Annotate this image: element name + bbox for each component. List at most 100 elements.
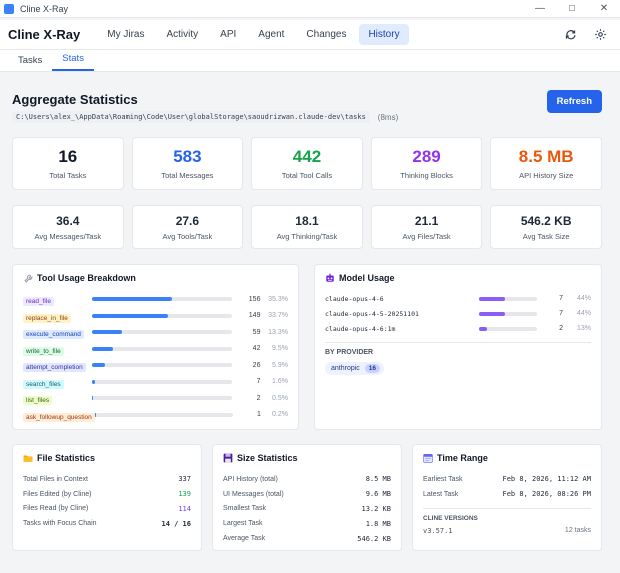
stat-row-item: Total Files in Context 337 [23,472,191,487]
tool-count: 149 [248,312,261,320]
stat-row-value: Feb 8, 2026, 11:12 AM [502,475,591,484]
model-usage-panel: Model Usage claude-opus-4-6 7 44% claude-op… [314,264,602,430]
stat-row-item: Largest Task 1.8 MB [223,516,391,531]
usage-bar [91,379,233,384]
model-pct: 44% [576,295,591,302]
stat-value: 18.1 [295,213,319,228]
stat-label: Avg Task Size [522,231,570,241]
usage-bar-fill [91,313,169,318]
tab-tasks[interactable]: Tasks [18,55,43,66]
usage-bar [91,396,233,401]
stat-row-label: Smallest Task [223,505,267,513]
window-titlebar: Cline X-Ray — □ ✕ [0,0,620,18]
model-row: claude-opus-4-5-20251101 7 44% [325,306,591,321]
tool-row: read_file 156 35.3% [23,291,288,308]
nav-item-my-jiras[interactable]: My Jiras [107,29,145,40]
tool-tag-cell: replace_in_file [23,309,92,323]
model-bar [479,296,537,301]
refresh-icon[interactable] [558,23,582,47]
tool-tag-cell: search_files [23,375,92,389]
stat-row-value: 8.5 MB [365,475,391,484]
version-row: v3.57.1 12 tasks [423,527,591,535]
gear-icon[interactable] [588,23,612,47]
model-row: claude-opus-4-6 7 44% [325,291,591,306]
stat-row-label: API History (total) [223,475,278,483]
stat-row-label: Total Files in Context [23,475,88,483]
stat-label: Avg Tools/Task [162,231,213,241]
nav-item-activity[interactable]: Activity [166,29,199,40]
stat-row-value: 139 [178,490,191,499]
tool-row: write_to_file 42 9.5% [23,341,288,358]
tab-stats[interactable]: Stats [52,53,94,71]
robot-icon [325,273,335,283]
stat-value: 8.5 MB [518,147,574,166]
stat-card: 21.1 Avg Files/Task [370,205,483,249]
provider-count: 16 [364,364,381,373]
tool-tag: search_files [23,379,64,389]
usage-bar-fill [91,346,114,351]
stat-card: 18.1 Avg Thinking/Task [251,205,363,249]
divider [325,342,591,343]
model-bar-fill [479,326,487,331]
version-name: v3.57.1 [423,526,453,535]
sub-tabs: Tasks Stats [0,50,620,72]
stat-row-value: 14 / 16 [161,519,191,528]
usage-bar-fill [91,330,122,335]
stat-row-label: Average Task [223,535,266,543]
average-stats: 36.4 Avg Messages/Task 27.6 Avg Tools/Task 1… [12,205,602,249]
usage-bar [91,297,233,302]
stat-label: Thinking Blocks [400,171,453,180]
tool-tag-cell: attempt_completion [23,358,92,373]
usage-bar [91,346,233,351]
tasks-path: C:\Users\alex_\AppData\Roaming\Code\User… [12,111,370,123]
model-row: claude-opus-4-6:1m 2 13% [325,321,591,336]
usage-bar [91,313,233,318]
stat-row-item: API History (total) 8.5 MB [223,472,391,487]
time-range-title: Time Range [437,453,488,463]
nav-item-changes[interactable]: Changes [306,29,347,40]
model-bar [479,311,537,316]
usage-bar-fill [91,379,96,384]
nav-item-history[interactable]: History [359,24,409,45]
stat-card: 546.2 KB Avg Task Size [490,205,602,249]
minimize-icon[interactable]: — [535,3,545,14]
stat-card: 442 Total Tool Calls [251,137,363,190]
close-icon[interactable]: ✕ [599,3,609,14]
tool-pct: 35.3% [268,295,288,303]
maximize-icon[interactable]: □ [568,3,576,14]
stat-value: 546.2 KB [520,213,572,228]
model-name: claude-opus-4-5-20251101 [325,309,419,318]
usage-bar [91,363,233,368]
nav-item-api[interactable]: API [220,29,237,40]
tool-pct: 1.6% [272,378,288,386]
tool-count: 59 [252,328,261,336]
model-count: 7 [559,295,563,302]
versions-label: CLINE VERSIONS [423,514,478,522]
model-count: 7 [559,310,563,317]
tool-tag-cell: execute_command [23,325,92,340]
time-range-panel: Time Range Earliest Task Feb 8, 2026, 11:… [412,444,602,551]
main-nav: My Jiras Activity API Agent Changes History [98,24,552,45]
stat-row-label: Files Edited (by Cline) [23,490,92,498]
stat-row-label: Largest Task [223,520,263,528]
app-icon [4,3,14,14]
refresh-button[interactable]: Refresh [546,90,602,113]
stat-row-item: Files Read (by Cline) 114 [23,502,191,517]
nav-item-agent[interactable]: Agent [258,29,285,40]
provider-label: BY PROVIDER [325,349,374,356]
app-brand: Cline X-Ray [8,27,81,42]
tool-tag-cell: write_to_file [23,342,92,356]
stat-row-value: 114 [178,504,191,513]
tool-pct: 33.7% [268,312,288,320]
usage-bar [91,330,233,335]
model-bar-fill [479,311,505,316]
stat-card: 8.5 MB API History Size [490,137,602,190]
scrollbar[interactable] [614,76,620,573]
stat-row-value: 9.6 MB [365,490,391,499]
tool-row: replace_in_file 149 33.7% [23,308,288,325]
stat-card: 583 Total Messages [131,137,244,190]
stat-label: Total Tasks [49,171,87,180]
model-name: claude-opus-4-6 [325,294,384,303]
tool-row: search_files 7 1.6% [23,374,288,391]
model-bar-fill [479,296,505,301]
